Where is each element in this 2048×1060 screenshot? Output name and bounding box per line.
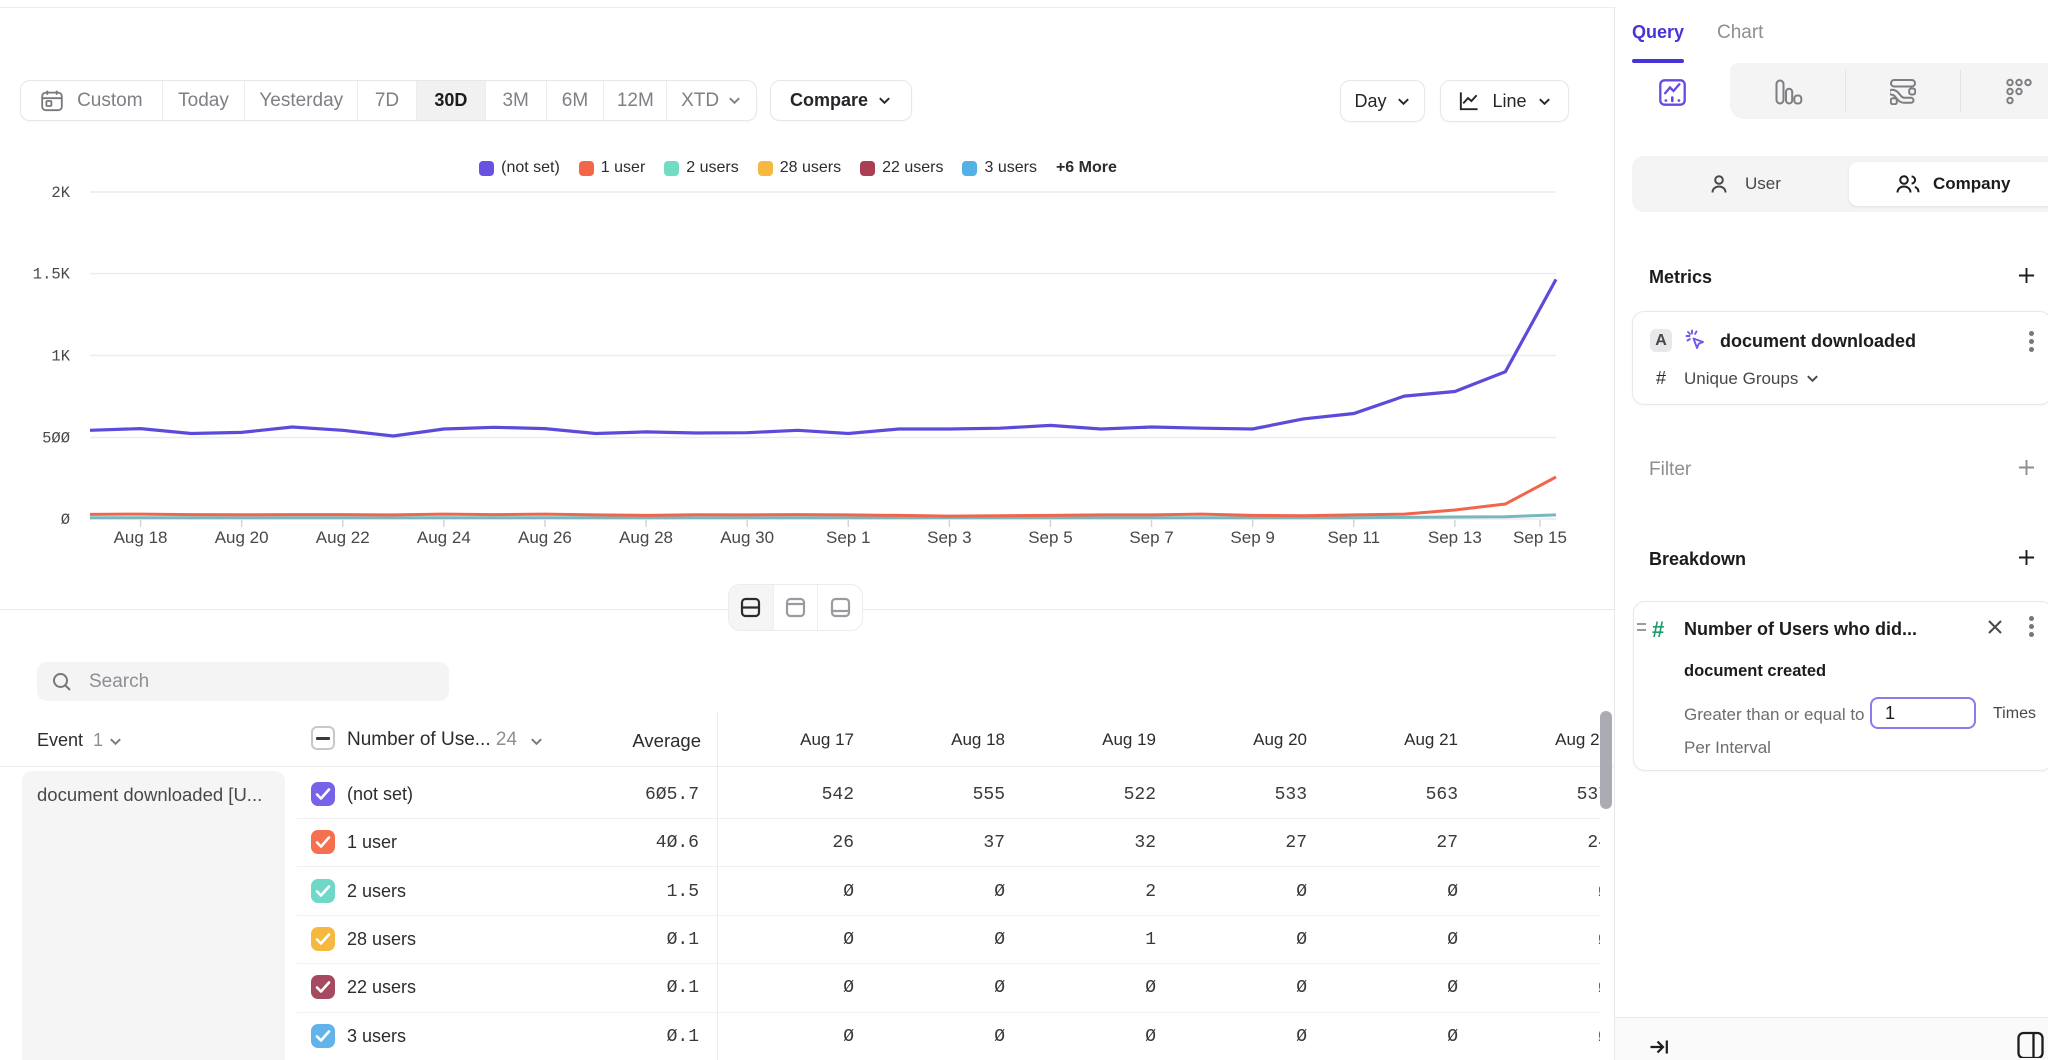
svg-text:Sep 5: Sep 5 (1028, 528, 1072, 547)
svg-text:5ØØ: 5ØØ (42, 430, 70, 448)
svg-text:Ø: Ø (61, 511, 70, 529)
svg-text:Sep 11: Sep 11 (1327, 528, 1380, 547)
svg-text:Aug 22: Aug 22 (316, 528, 370, 547)
svg-text:Sep 7: Sep 7 (1129, 528, 1173, 547)
svg-text:Sep 13: Sep 13 (1428, 528, 1482, 547)
svg-text:2K: 2K (51, 184, 70, 202)
svg-text:Aug 24: Aug 24 (417, 528, 471, 547)
svg-text:Aug 18: Aug 18 (114, 528, 168, 547)
svg-text:Aug 20: Aug 20 (215, 528, 269, 547)
svg-text:Aug 26: Aug 26 (518, 528, 572, 547)
svg-text:1K: 1K (51, 348, 70, 366)
svg-text:Sep 15: Sep 15 (1513, 528, 1567, 547)
svg-text:Aug 30: Aug 30 (720, 528, 774, 547)
svg-text:Sep 1: Sep 1 (826, 528, 870, 547)
svg-text:Sep 9: Sep 9 (1230, 528, 1274, 547)
svg-text:Aug 28: Aug 28 (619, 528, 673, 547)
svg-text:1.5K: 1.5K (33, 266, 71, 284)
svg-text:Sep 3: Sep 3 (927, 528, 971, 547)
